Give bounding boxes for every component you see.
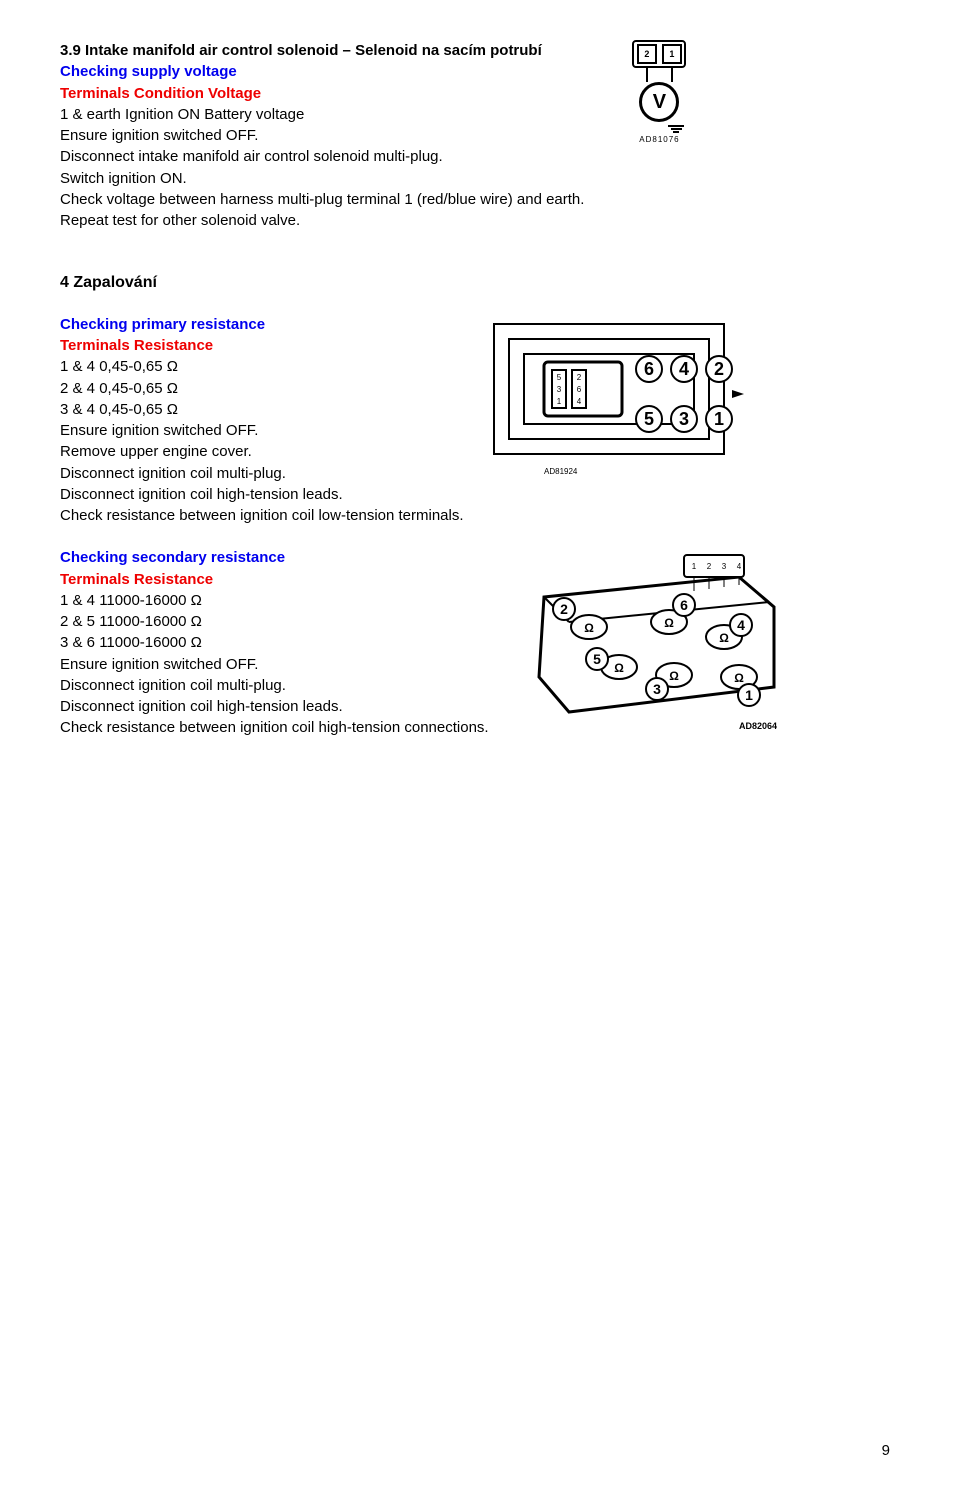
step: Disconnect ignition coil high-tension le… bbox=[60, 485, 464, 505]
step: Ensure ignition switched OFF. bbox=[60, 655, 489, 675]
svg-text:5: 5 bbox=[593, 651, 601, 667]
coil-low-tension-diagram: 5 3 1 2 6 4 6 4 2 5 3 1 bbox=[484, 314, 744, 484]
step: Remove upper engine cover. bbox=[60, 442, 464, 462]
inner-pin: 4 bbox=[576, 397, 581, 406]
table-header-secondary: Terminals Resistance bbox=[60, 570, 489, 590]
svg-text:3: 3 bbox=[721, 562, 726, 571]
step: Disconnect intake manifold air control s… bbox=[60, 147, 584, 167]
svg-text:Ω: Ω bbox=[719, 631, 729, 645]
diagram-code: AD82064 bbox=[739, 721, 777, 731]
svg-text:1: 1 bbox=[745, 687, 753, 703]
svg-text:1: 1 bbox=[714, 409, 724, 429]
ground-icon bbox=[668, 124, 684, 133]
diagram-code: AD81076 bbox=[604, 135, 714, 144]
table-header-3-9: Terminals Condition Voltage bbox=[60, 84, 584, 104]
step: Ensure ignition switched OFF. bbox=[60, 421, 464, 441]
svg-text:2: 2 bbox=[706, 562, 711, 571]
voltmeter-icon: V bbox=[639, 82, 679, 122]
svg-text:6: 6 bbox=[680, 597, 688, 613]
subheading-3-9: Checking supply voltage bbox=[60, 62, 584, 82]
svg-text:2: 2 bbox=[714, 359, 724, 379]
svg-text:6: 6 bbox=[644, 359, 654, 379]
inner-pin: 1 bbox=[556, 397, 561, 406]
step: Check voltage between harness multi-plug… bbox=[60, 190, 584, 210]
step: Disconnect ignition coil high-tension le… bbox=[60, 697, 489, 717]
table-header-primary: Terminals Resistance bbox=[60, 336, 464, 356]
inner-pin: 5 bbox=[556, 373, 561, 382]
svg-text:Ω: Ω bbox=[734, 671, 744, 685]
step: Check resistance between ignition coil h… bbox=[60, 718, 489, 738]
svg-text:2: 2 bbox=[560, 601, 568, 617]
connector-pin: 2 bbox=[637, 44, 657, 64]
table-row: 1 & earth Ignition ON Battery voltage bbox=[60, 105, 584, 125]
svg-text:5: 5 bbox=[644, 409, 654, 429]
inner-pin: 2 bbox=[576, 373, 581, 382]
table-row: 3 & 4 0,45-0,65 Ω bbox=[60, 400, 464, 420]
svg-text:3: 3 bbox=[679, 409, 689, 429]
section-4: 4 Zapalování Checking primary resistance… bbox=[60, 272, 900, 739]
table-row: 3 & 6 11000-16000 Ω bbox=[60, 633, 489, 653]
svg-text:4: 4 bbox=[736, 562, 741, 571]
subheading-primary: Checking primary resistance bbox=[60, 315, 464, 335]
heading-4: 4 Zapalování bbox=[60, 272, 900, 294]
step: Switch ignition ON. bbox=[60, 169, 584, 189]
connector-pin: 1 bbox=[662, 44, 682, 64]
svg-text:Ω: Ω bbox=[664, 616, 674, 630]
svg-text:1: 1 bbox=[691, 562, 696, 571]
inner-pin: 3 bbox=[556, 385, 561, 394]
page-number: 9 bbox=[882, 1442, 890, 1459]
svg-text:4: 4 bbox=[679, 359, 689, 379]
table-row: 1 & 4 0,45-0,65 Ω bbox=[60, 357, 464, 377]
table-row: 2 & 4 0,45-0,65 Ω bbox=[60, 379, 464, 399]
diagram-code: AD81924 bbox=[544, 467, 578, 476]
voltmeter-diagram: 2 1 V AD81076 bbox=[604, 40, 714, 144]
subheading-secondary: Checking secondary resistance bbox=[60, 548, 489, 568]
svg-text:4: 4 bbox=[737, 617, 745, 633]
svg-text:Ω: Ω bbox=[614, 661, 624, 675]
step: Repeat test for other solenoid valve. bbox=[60, 211, 584, 231]
inner-pin: 6 bbox=[576, 385, 581, 394]
svg-text:3: 3 bbox=[653, 681, 661, 697]
heading-3-9: 3.9 Intake manifold air control solenoid… bbox=[60, 41, 584, 61]
step: Disconnect ignition coil multi-plug. bbox=[60, 464, 464, 484]
svg-text:Ω: Ω bbox=[584, 621, 594, 635]
table-row: 2 & 5 11000-16000 Ω bbox=[60, 612, 489, 632]
svg-text:Ω: Ω bbox=[669, 669, 679, 683]
coil-high-tension-diagram: 1 2 3 4 Ω Ω Ω Ω Ω Ω bbox=[509, 547, 799, 737]
step: Check resistance between ignition coil l… bbox=[60, 506, 464, 526]
step: Ensure ignition switched OFF. bbox=[60, 126, 584, 146]
table-row: 1 & 4 11000-16000 Ω bbox=[60, 591, 489, 611]
section-3-9: 3.9 Intake manifold air control solenoid… bbox=[60, 40, 900, 232]
step: Disconnect ignition coil multi-plug. bbox=[60, 676, 489, 696]
